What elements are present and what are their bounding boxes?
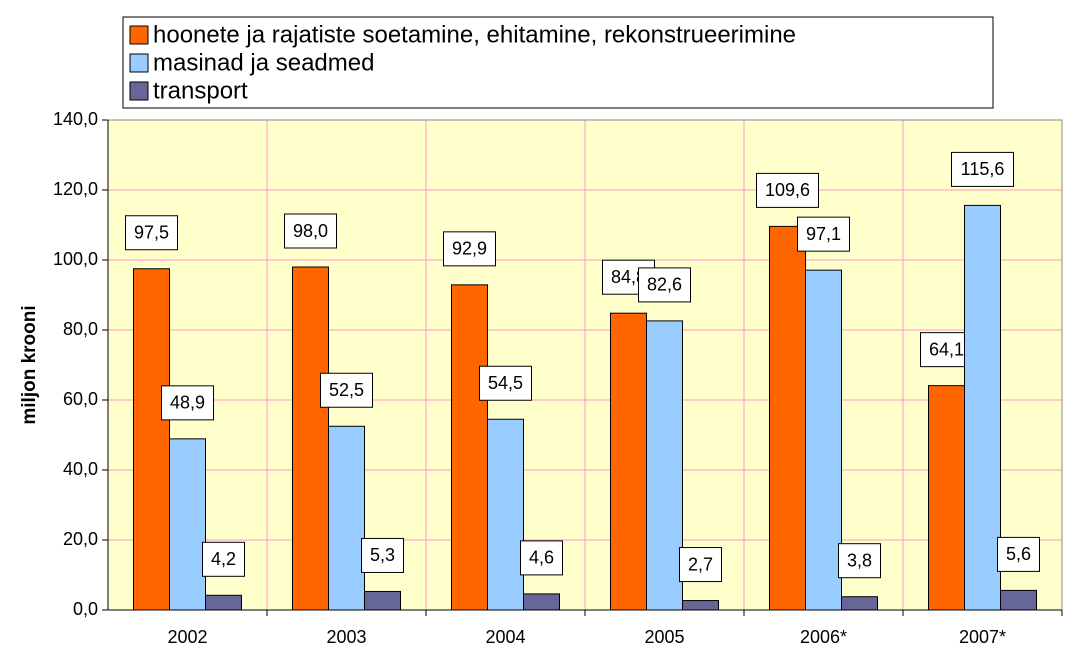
x-tick-label: 2002 [167,627,207,647]
x-tick-label: 2005 [644,627,684,647]
legend-swatch [129,81,149,101]
bar [769,225,806,611]
bar [964,204,1001,611]
y-tick-label: 100,0 [53,249,98,269]
legend-label: masinad ja seadmed [153,49,374,76]
value-label-box [920,332,973,368]
y-tick-label: 40,0 [63,459,98,479]
y-tick-label: 120,0 [53,179,98,199]
value-label-box [520,540,563,576]
bar [292,266,329,611]
value-label-box [361,537,404,573]
value-label: 2,7 [688,554,713,574]
value-label-box [284,213,337,249]
value-label: 5,3 [370,545,395,565]
legend-label: transport [153,77,248,104]
value-label-box [202,541,245,577]
value-label: 5,6 [1006,544,1031,564]
value-label: 92,9 [452,239,487,259]
x-tick-label: 2003 [326,627,366,647]
legend-swatch [129,53,149,73]
bar [1000,589,1037,611]
bar [133,268,170,611]
bar [523,593,560,611]
x-tick-label: 2004 [485,627,525,647]
bar [364,590,401,611]
y-tick-label: 140,0 [53,109,98,129]
y-axis-label: miljon krooni [19,305,40,424]
value-label: 115,6 [961,159,1005,179]
legend-label: hoonete ja rajatiste soetamine, ehitamin… [153,21,796,48]
value-label-box [443,231,496,267]
value-label: 4,2 [211,549,236,569]
value-label: 54,5 [488,373,523,393]
y-tick-label: 20,0 [63,529,98,549]
value-label: 48,9 [170,393,205,413]
value-label-box [320,372,373,408]
value-label: 82,6 [647,275,682,295]
value-label-box [797,216,850,252]
value-label-box [951,151,1014,187]
value-label-box [838,543,881,579]
value-label: 84,8 [611,267,646,287]
y-tick-label: 60,0 [63,389,98,409]
y-tick-label: 0,0 [73,599,98,619]
value-label: 64,1 [929,339,964,359]
value-label: 109,6 [765,180,810,200]
value-label: 3,8 [847,550,872,570]
bar [451,284,488,611]
value-label-box [997,536,1040,572]
bar [928,385,965,611]
value-label: 97,1 [806,224,841,244]
x-tick-label: 2007* [959,627,1006,647]
value-label-box [161,385,214,421]
legend-box [122,16,994,109]
value-label: 98,0 [293,221,328,241]
bar [646,320,683,611]
bar [610,312,647,611]
y-tick-label: 80,0 [63,319,98,339]
bar [205,594,242,611]
value-label: 97,5 [134,223,169,243]
bar [487,418,524,611]
value-label: 52,5 [329,380,364,400]
value-label-box [679,547,722,583]
legend-swatch [129,25,149,45]
bar [805,269,842,611]
bar [328,425,365,611]
value-label-box [756,172,819,208]
value-label-box [638,267,691,303]
bar [169,438,206,611]
value-label: 4,6 [529,548,554,568]
x-tick-label: 2006* [800,627,847,647]
value-label-box [125,215,178,251]
bar [841,596,878,611]
value-label-box [479,365,532,401]
bar [682,600,719,611]
